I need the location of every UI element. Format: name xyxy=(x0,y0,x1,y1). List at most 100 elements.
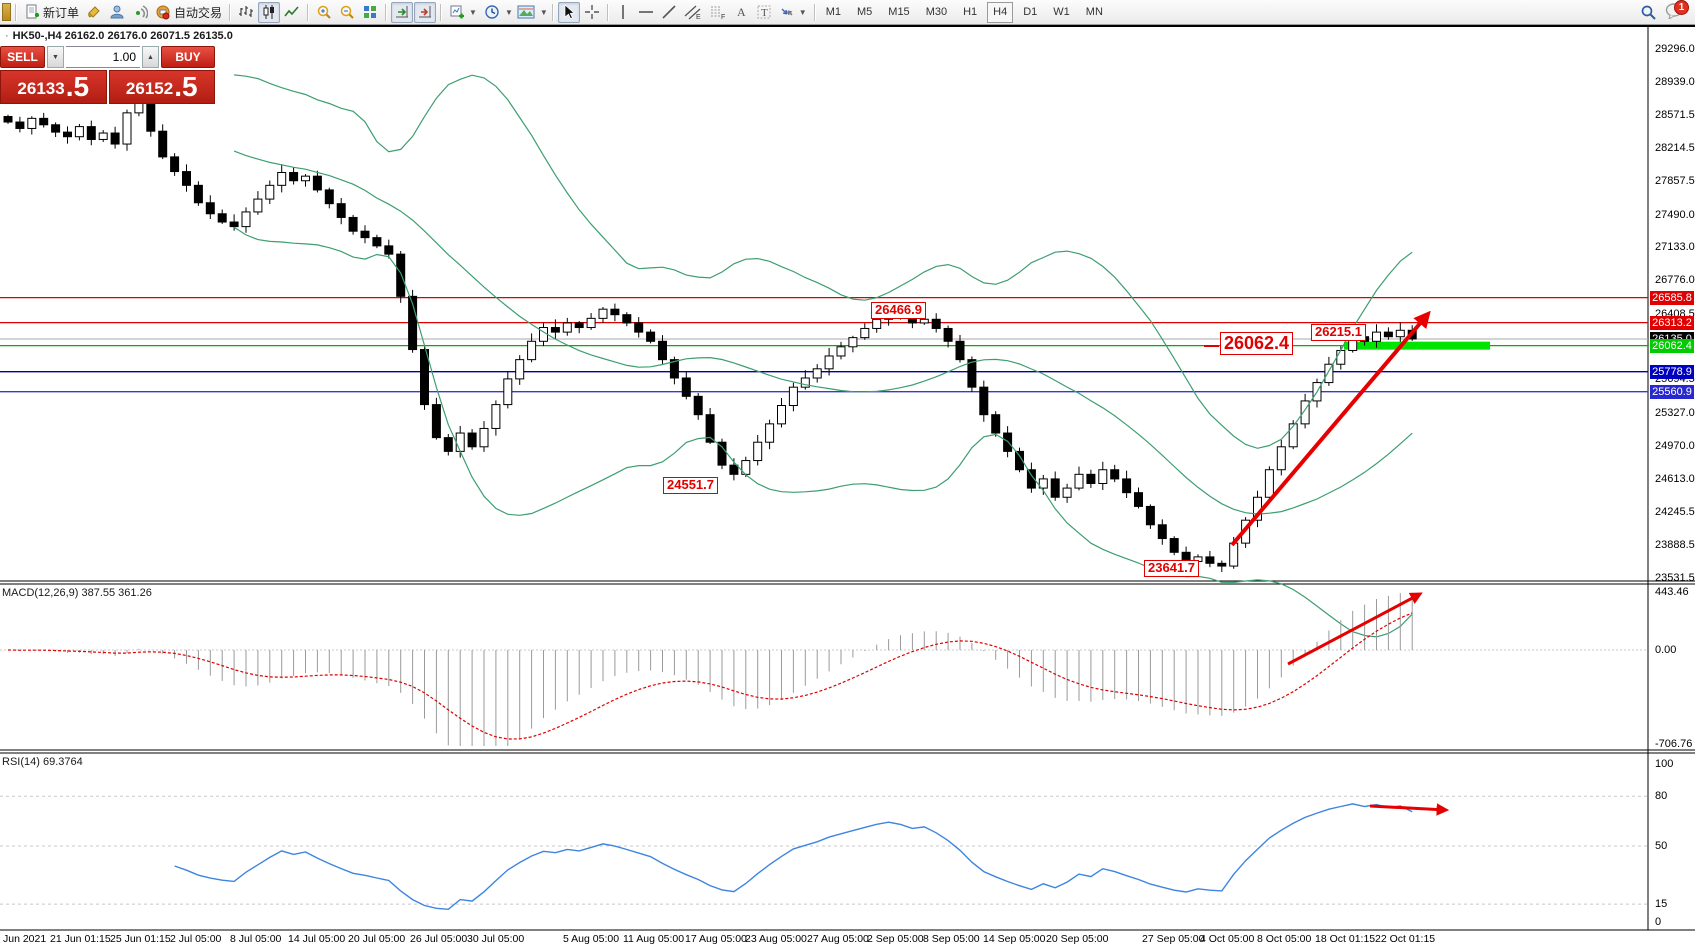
svg-text:F: F xyxy=(721,14,725,20)
price-tick-label: 27857.5 xyxy=(1655,174,1695,187)
line-chart-icon[interactable] xyxy=(281,2,303,23)
chevron-down-icon: ▼ xyxy=(469,7,477,17)
time-axis-label: 25 Jun 01:15 xyxy=(110,933,171,945)
new-order-icon xyxy=(26,4,39,19)
time-axis-label: 20 Jul 05:00 xyxy=(348,933,406,945)
volume-input[interactable] xyxy=(66,46,140,68)
toolbar: 新订单 自动交易 xyxy=(0,0,1695,25)
trendline-tool-icon[interactable] xyxy=(658,2,680,23)
vertical-line-tool-icon[interactable] xyxy=(613,2,634,23)
price-tick-label: 29296.0 xyxy=(1655,43,1695,55)
time-axis-label: 17 Aug 05:00 xyxy=(685,933,747,945)
time-axis-label: 21 Jun 01:15 xyxy=(50,933,111,945)
clipped-toolbar-icon[interactable] xyxy=(2,3,11,21)
buy-price-main: 26152 xyxy=(125,79,174,98)
time-axis-label: 14 Jul 05:00 xyxy=(288,933,346,945)
time-axis-label: 2 Jul 05:00 xyxy=(170,933,222,945)
price-tick-label: 25327.0 xyxy=(1655,407,1695,420)
chart-shift-icon[interactable] xyxy=(414,1,437,23)
volume-decrease-button[interactable]: ▼ xyxy=(47,46,64,68)
timeframe-button-m15[interactable]: M15 xyxy=(888,5,910,18)
sell-button[interactable]: SELL xyxy=(0,46,45,68)
equidistant-channel-tool-icon[interactable]: E xyxy=(681,2,705,23)
price-annotation[interactable]: 26215.1 xyxy=(1311,324,1366,341)
text-label-tool-icon[interactable]: T xyxy=(753,2,775,23)
auto-trading-icon xyxy=(156,5,170,20)
price-annotation[interactable]: 23641.7 xyxy=(1144,560,1199,577)
tile-windows-icon[interactable] xyxy=(359,2,381,23)
buy-price-display[interactable]: 26152 .5 xyxy=(108,70,215,104)
crosshair-tool-icon[interactable] xyxy=(581,2,603,23)
price-tick-label: 27133.0 xyxy=(1655,241,1695,254)
timeframe-button-m5[interactable]: M5 xyxy=(857,5,873,18)
price-tick-label: 28214.5 xyxy=(1655,142,1695,155)
macd-scale-label: -706.76 xyxy=(1655,738,1693,750)
new-chart-icon xyxy=(450,5,465,19)
rsi-scale-label: 50 xyxy=(1655,840,1668,852)
time-axis-label: 4 Oct 05:00 xyxy=(1200,933,1255,945)
timeframe-button-w1[interactable]: W1 xyxy=(1053,5,1070,18)
sell-price-display[interactable]: 26133 .5 xyxy=(0,70,107,104)
timeframe-button-h4[interactable]: H4 xyxy=(987,1,1014,23)
fibonacci-tool-icon[interactable]: F xyxy=(706,2,730,23)
timeframe-button-mn[interactable]: MN xyxy=(1085,5,1103,18)
horizontal-line-tool-icon[interactable] xyxy=(635,2,657,23)
template-image-icon[interactable] xyxy=(514,2,538,23)
timeframe-button-h1[interactable]: H1 xyxy=(963,5,978,18)
svg-text:T: T xyxy=(761,7,768,19)
zoom-out-icon[interactable] xyxy=(336,2,358,23)
volume-increase-button[interactable]: ▲ xyxy=(142,46,159,68)
chart-title-marker: · xyxy=(5,30,9,42)
text-tool-icon[interactable]: A xyxy=(731,2,752,23)
styler-bucket-icon[interactable] xyxy=(83,2,105,23)
one-click-trade-panel: SELL ▼ ▲ BUY 26133 .5 26152 .5 xyxy=(0,46,215,104)
price-tick-label: 23531.5 xyxy=(1655,571,1695,584)
price-tick-label: 26776.0 xyxy=(1655,274,1695,287)
time-axis-label: 20 Sep 05:00 xyxy=(1046,933,1109,945)
sell-price-frac: .5 xyxy=(65,71,90,102)
auto-scroll-icon[interactable] xyxy=(391,1,414,23)
search-icon[interactable] xyxy=(1640,4,1657,21)
time-axis-label: 27 Sep 05:00 xyxy=(1142,933,1205,945)
price-level-badge: 25778.9 xyxy=(1650,364,1694,379)
svg-text:E: E xyxy=(696,14,701,20)
bar-chart-icon[interactable] xyxy=(235,2,257,23)
price-tick-label: 23888.5 xyxy=(1655,539,1695,552)
macd-scale-label: 0.00 xyxy=(1655,644,1677,656)
time-axis-label: 14 Sep 05:00 xyxy=(983,933,1046,945)
profile-icon[interactable] xyxy=(106,2,128,23)
price-tick-label: 27490.0 xyxy=(1655,208,1695,221)
price-tick-label: 28939.0 xyxy=(1655,75,1695,88)
arrows-shapes-tool-icon[interactable]: ▼ xyxy=(776,2,810,23)
rsi-scale-label: 15 xyxy=(1655,898,1668,911)
timeframe-button-d1[interactable]: D1 xyxy=(1023,5,1038,18)
price-annotation[interactable]: 26062.4 xyxy=(1220,332,1294,355)
new-order-button[interactable]: 新订单 xyxy=(21,2,82,23)
macd-scale-label: 443.46 xyxy=(1655,586,1689,598)
rsi-scale-label: 0 xyxy=(1655,916,1662,928)
svg-text:A: A xyxy=(737,5,746,19)
notifications-button[interactable]: 1 xyxy=(1665,0,1689,22)
price-tick-label: 24970.0 xyxy=(1655,439,1695,452)
candlestick-chart-icon[interactable] xyxy=(258,1,281,23)
rsi-scale-label: 100 xyxy=(1655,758,1674,770)
sell-price-main: 26133 xyxy=(17,79,65,98)
price-annotation[interactable]: 24551.7 xyxy=(663,477,718,494)
chart-title-text: HK50-,H4 26162.0 26176.0 26071.5 26135.0 xyxy=(12,30,233,42)
time-axis-label: 2 Sep 05:00 xyxy=(867,933,924,945)
new-chart-button[interactable]: ▼ xyxy=(446,2,480,23)
buy-button[interactable]: BUY xyxy=(161,46,215,68)
cursor-tool-icon[interactable] xyxy=(557,1,580,23)
timeframe-button-m30[interactable]: M30 xyxy=(925,5,948,18)
time-axis-label: 23 Aug 05:00 xyxy=(745,933,807,945)
period-clock-icon[interactable] xyxy=(481,2,503,23)
auto-trading-button[interactable]: 自动交易 xyxy=(152,2,225,23)
chevron-down-icon[interactable]: ▼ xyxy=(504,7,513,17)
timeframe-button-m1[interactable]: M1 xyxy=(825,5,841,18)
signal-icon[interactable] xyxy=(129,2,151,23)
time-axis-label: 8 Sep 05:00 xyxy=(923,933,980,945)
price-annotation[interactable]: 26466.9 xyxy=(871,302,926,319)
chevron-down-icon[interactable]: ▼ xyxy=(539,7,548,17)
zoom-in-icon[interactable] xyxy=(313,2,335,23)
